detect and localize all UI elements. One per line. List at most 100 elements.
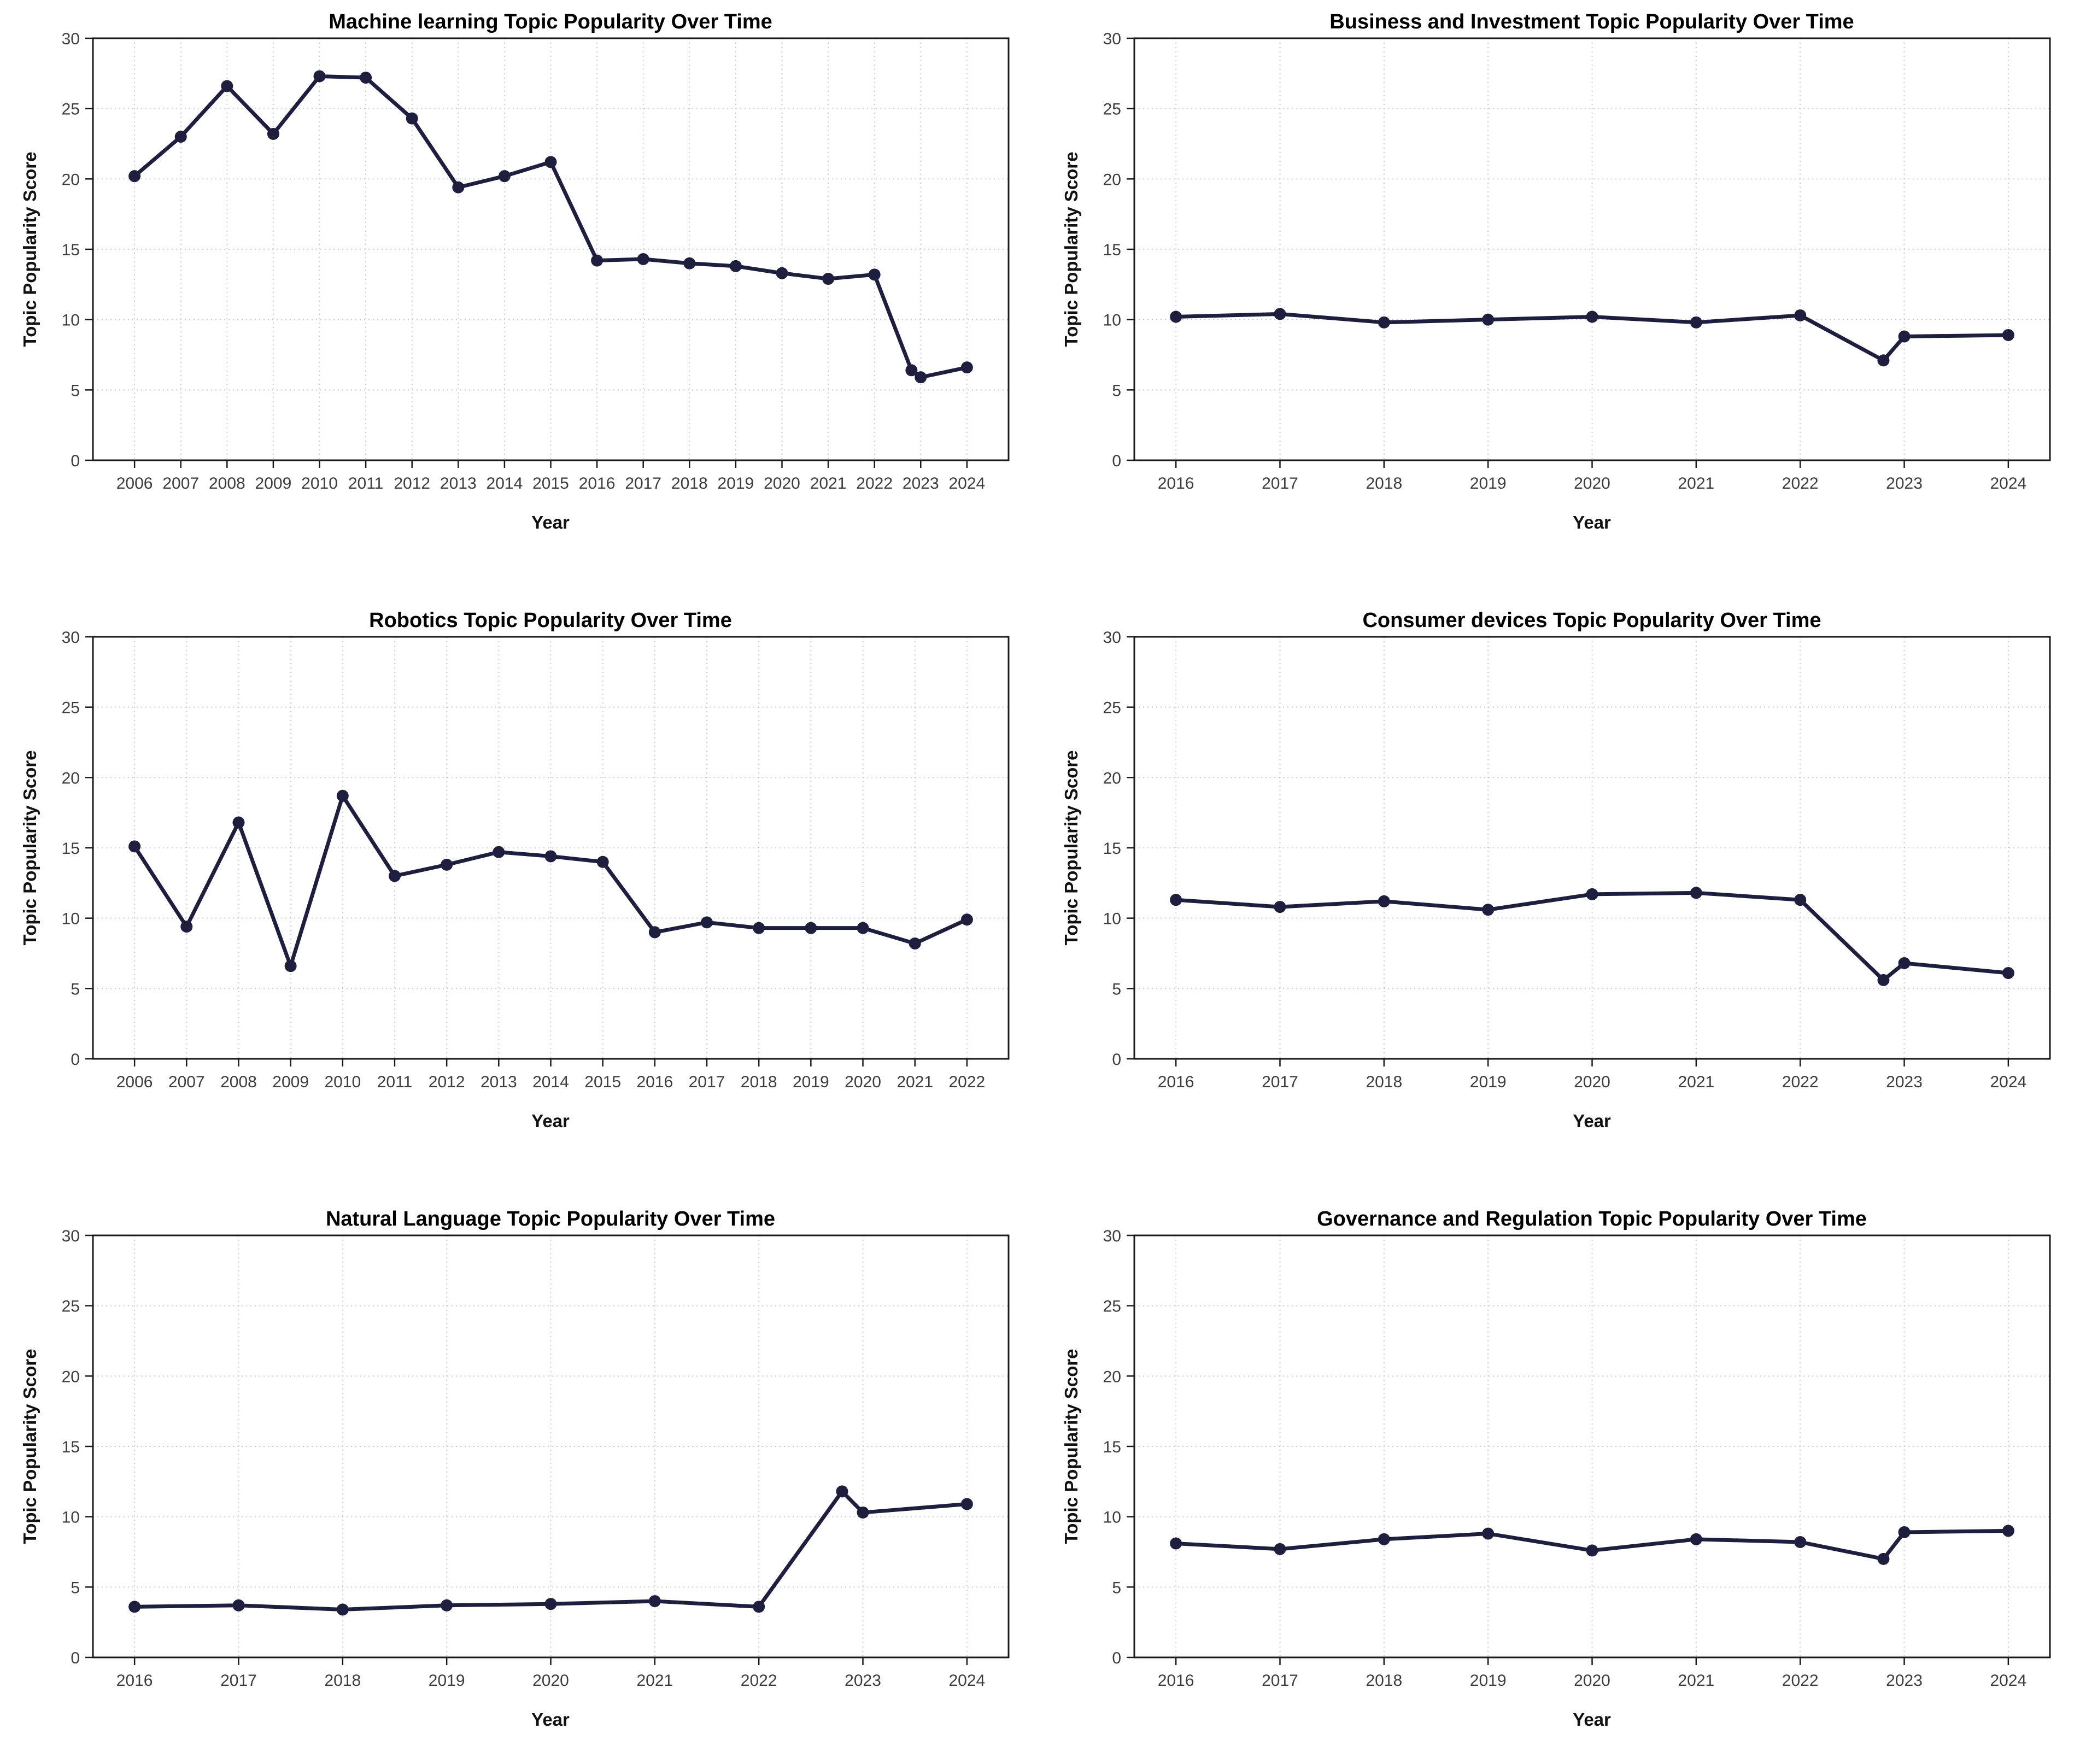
data-point [729,260,742,272]
y-tick-label: 5 [1112,980,1121,998]
y-tick-label: 25 [1103,101,1121,119]
x-tick-label: 2022 [948,1073,985,1091]
y-tick-label: 0 [1112,452,1121,470]
consumer-devices-chart: Consumer devices Topic Popularity Over T… [1052,605,2069,1152]
x-tick-label: 2016 [116,1672,153,1690]
y-tick-label: 30 [1103,1227,1121,1245]
y-axis-label: Topic Popularity Score [1061,1349,1081,1544]
x-tick-label: 2024 [1990,1073,2026,1091]
x-tick-label: 2020 [764,474,800,493]
data-point [909,937,921,950]
data-point [406,112,418,125]
x-tick-label: 2022 [1782,1672,1819,1690]
y-tick-label: 15 [1103,840,1121,858]
y-tick-label: 30 [62,30,80,48]
chart-title: Natural Language Topic Popularity Over T… [326,1208,775,1230]
y-axis-label: Topic Popularity Score [1061,152,1081,347]
x-tick-label: 2010 [301,474,338,493]
x-tick-label: 2006 [116,474,153,493]
data-point [1794,309,1807,321]
x-tick-label: 2007 [162,474,199,493]
x-tick-label: 2016 [1158,1672,1194,1690]
data-point [267,127,279,140]
y-tick-label: 25 [1103,699,1121,717]
x-axis-label: Year [531,512,570,532]
data-point [336,789,349,802]
data-point [1170,1537,1182,1550]
x-tick-label: 2023 [1886,1672,1923,1690]
x-tick-label: 2022 [1782,474,1819,493]
data-line [1174,1528,2011,1561]
data-point [2002,1525,2014,1537]
data-point [1274,901,1286,913]
x-tick-label: 2017 [220,1672,257,1690]
data-line [132,74,969,379]
data-point [805,922,817,934]
x-tick-label: 2008 [220,1073,257,1091]
data-point [180,921,193,933]
y-tick-label: 15 [62,840,80,858]
chart-title: Consumer devices Topic Popularity Over T… [1362,609,1821,632]
y-tick-label: 30 [62,1227,80,1245]
x-tick-label: 2023 [1886,474,1923,493]
data-point [1877,1552,1890,1565]
data-point [648,1595,661,1608]
x-tick-label: 2023 [845,1672,881,1690]
data-point [960,361,973,374]
data-point [128,840,141,853]
x-tick-label: 2021 [1678,1073,1714,1091]
business-investment-plot-svg: Business and Investment Topic Popularity… [1061,10,2051,532]
x-tick-label: 2024 [948,1672,985,1690]
y-tick-label: 25 [1103,1298,1121,1316]
y-tick-label: 15 [1103,241,1121,259]
x-tick-label: 2018 [324,1672,361,1690]
data-point [493,846,505,858]
x-tick-label: 2018 [671,474,708,493]
data-point [822,273,835,285]
y-tick-label: 30 [1103,30,1121,48]
x-tick-label: 2017 [689,1073,725,1091]
data-point [544,1598,557,1610]
governance-regulation-plot-svg: Governance and Regulation Topic Populari… [1061,1208,2051,1730]
x-tick-label: 2013 [481,1073,517,1091]
y-tick-label: 25 [62,1298,80,1316]
data-point [1898,957,1911,970]
data-point [1482,904,1495,916]
x-tick-label: 2009 [272,1073,309,1091]
data-point [1586,1544,1598,1557]
y-tick-label: 10 [1103,910,1121,928]
data-point [336,1603,349,1616]
y-tick-label: 10 [62,312,80,330]
governance-regulation-chart: Governance and Regulation Topic Populari… [1052,1204,2069,1750]
data-point [360,72,372,84]
data-point [1274,1543,1286,1555]
y-tick-label: 0 [71,452,80,470]
chart-title: Robotics Topic Popularity Over Time [369,609,732,632]
data-point [836,1485,848,1498]
x-tick-label: 2018 [1366,474,1402,493]
plot-area: 2006 2007 2008 2009 2010 2011 2012 2013 2014 2015… [62,30,1010,493]
plot-area: 2016 2017 2018 2019 2020 2021 2022 2023 2024 0 5 10… [1103,629,2051,1091]
y-tick-label: 20 [62,171,80,189]
x-tick-label: 2022 [1782,1073,1819,1091]
data-point [1690,1533,1702,1545]
x-tick-label: 2012 [429,1073,465,1091]
x-tick-label: 2024 [1990,474,2026,493]
data-line [132,1489,969,1612]
y-tick-label: 25 [62,699,80,717]
data-line [1174,890,2011,982]
x-tick-label: 2011 [377,1073,413,1091]
data-point [128,1601,141,1613]
y-tick-label: 20 [62,769,80,787]
data-point [753,922,765,934]
x-tick-label: 2019 [793,1073,829,1091]
data-point [441,858,453,871]
x-tick-label: 2019 [1470,1672,1507,1690]
data-point [868,268,881,281]
data-point [313,70,326,83]
data-point [388,870,401,882]
x-axis-label: Year [1573,1111,1611,1131]
y-tick-label: 10 [62,1509,80,1527]
data-point [1482,1527,1495,1540]
